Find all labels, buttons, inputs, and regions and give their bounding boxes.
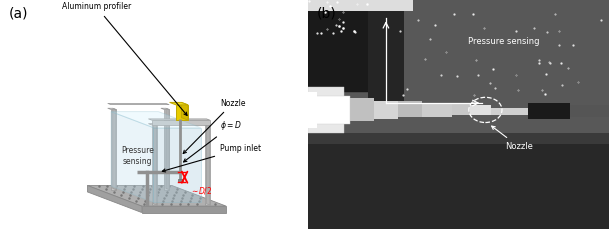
Bar: [452, 103, 470, 114]
Polygon shape: [202, 124, 210, 125]
Polygon shape: [149, 124, 157, 125]
Polygon shape: [161, 108, 169, 109]
Text: (b): (b): [317, 7, 336, 21]
Bar: [398, 101, 422, 117]
Polygon shape: [152, 120, 210, 125]
Polygon shape: [88, 185, 226, 206]
Polygon shape: [169, 102, 188, 105]
Polygon shape: [153, 128, 201, 202]
Text: Pressure
sensing: Pressure sensing: [121, 146, 154, 166]
Polygon shape: [153, 124, 157, 205]
Bar: [343, 98, 374, 121]
Polygon shape: [205, 125, 210, 205]
Text: Pressure sensing: Pressure sensing: [468, 37, 539, 46]
Polygon shape: [142, 206, 226, 213]
Polygon shape: [108, 104, 169, 105]
Polygon shape: [206, 124, 210, 205]
Bar: [491, 108, 527, 114]
Text: (a): (a): [9, 7, 29, 21]
Text: Pump inlet: Pump inlet: [163, 144, 261, 172]
Polygon shape: [111, 112, 201, 128]
Polygon shape: [166, 108, 169, 190]
Text: Nozzle: Nozzle: [183, 98, 245, 153]
Bar: [308, 0, 413, 11]
Text: $\phi = D$: $\phi = D$: [183, 120, 242, 162]
Polygon shape: [176, 105, 188, 120]
Bar: [308, 92, 317, 128]
Polygon shape: [108, 108, 116, 109]
Polygon shape: [88, 185, 142, 213]
Bar: [422, 103, 452, 117]
Bar: [308, 0, 398, 92]
Polygon shape: [178, 179, 183, 182]
Bar: [308, 87, 343, 133]
Text: $\sim\!D/2$: $\sim\!D/2$: [190, 185, 213, 196]
Polygon shape: [152, 125, 157, 205]
Bar: [368, 0, 404, 103]
Text: Nozzle: Nozzle: [491, 126, 532, 151]
Bar: [374, 101, 398, 119]
Bar: [527, 103, 570, 119]
Polygon shape: [149, 119, 210, 120]
Polygon shape: [113, 108, 116, 190]
Polygon shape: [164, 109, 169, 190]
Polygon shape: [111, 109, 116, 190]
Bar: [308, 142, 609, 229]
Polygon shape: [181, 102, 188, 120]
Bar: [308, 96, 350, 124]
Bar: [570, 105, 609, 117]
Bar: [308, 133, 609, 144]
Polygon shape: [111, 112, 153, 202]
Text: Aluminum profiler: Aluminum profiler: [62, 3, 187, 115]
Bar: [470, 105, 491, 114]
